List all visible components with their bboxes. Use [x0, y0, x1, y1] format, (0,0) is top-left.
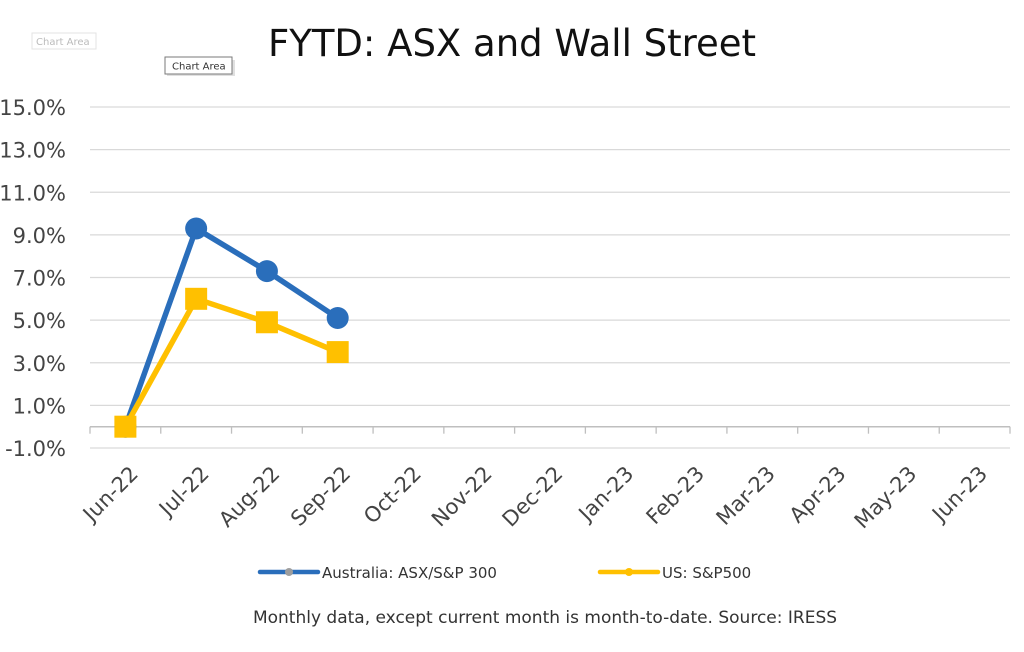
x-tick-label: Jun-22 [77, 462, 143, 528]
x-tick-label: Dec-22 [498, 462, 568, 532]
data-point [326, 341, 349, 364]
y-tick-label: 7.0% [13, 267, 66, 291]
y-tick-label: -1.0% [5, 437, 66, 461]
legend: Australia: ASX/S&P 300 US: S&P500 [257, 564, 751, 582]
data-point [255, 260, 278, 283]
x-tick-label: Feb-23 [642, 462, 710, 530]
y-tick-label: 1.0% [13, 394, 66, 418]
y-tick-label: 5.0% [13, 309, 66, 333]
x-tick-label: Jul-22 [153, 462, 214, 523]
y-tick-label: 13.0% [0, 139, 66, 163]
data-point [326, 306, 349, 329]
x-tick-label: Aug-22 [214, 462, 284, 532]
chart-title: FYTD: ASX and Wall Street [268, 22, 756, 65]
x-tick-label: May-23 [850, 462, 922, 534]
x-tick-label: Jun-23 [926, 462, 992, 528]
ghost-chart-area-text: Chart Area [36, 37, 90, 48]
ghost-chart-area-label: Chart Area [31, 32, 97, 50]
y-tick-label: 9.0% [13, 224, 66, 248]
gridlines [90, 106, 1010, 449]
data-point [255, 311, 278, 334]
x-tick-label: Oct-22 [359, 462, 426, 529]
data-point [185, 217, 208, 240]
legend-marker [625, 568, 633, 576]
chart-area-tooltip-text: Chart Area [172, 62, 226, 73]
y-axis-tick-labels: -1.0% 1.0% 3.0% 5.0% 7.0% 9.0% 11.0% 13.0% 15.0% [0, 96, 66, 461]
x-tick-label: Sep-22 [286, 462, 355, 531]
x-tick-label: Nov-22 [427, 462, 497, 532]
legend-marker [285, 568, 293, 576]
x-axis-tick-labels: Jun-22 Jul-22 Aug-22 Sep-22 Oct-22 Nov-22 Dec-… [77, 462, 992, 534]
x-axis [89, 425, 1011, 434]
x-tick-label: Mar-23 [712, 462, 780, 530]
y-tick-label: 3.0% [13, 352, 66, 376]
series-line-0 [122, 225, 341, 430]
x-tick-label: Apr-23 [785, 462, 851, 528]
footnote: Monthly data, except current month is mo… [253, 608, 837, 628]
series-markers [114, 217, 349, 438]
series-lines [122, 225, 341, 430]
x-tick-label: Jan-23 [573, 462, 639, 528]
chart-area-tooltip: Chart Area [164, 56, 235, 76]
legend-label: Australia: ASX/S&P 300 [322, 564, 497, 582]
data-point [185, 287, 208, 310]
y-tick-label: 15.0% [0, 96, 66, 120]
legend-label: US: S&P500 [662, 564, 751, 582]
series-line-1 [122, 296, 341, 430]
data-point [114, 415, 137, 438]
y-tick-label: 11.0% [0, 181, 66, 205]
